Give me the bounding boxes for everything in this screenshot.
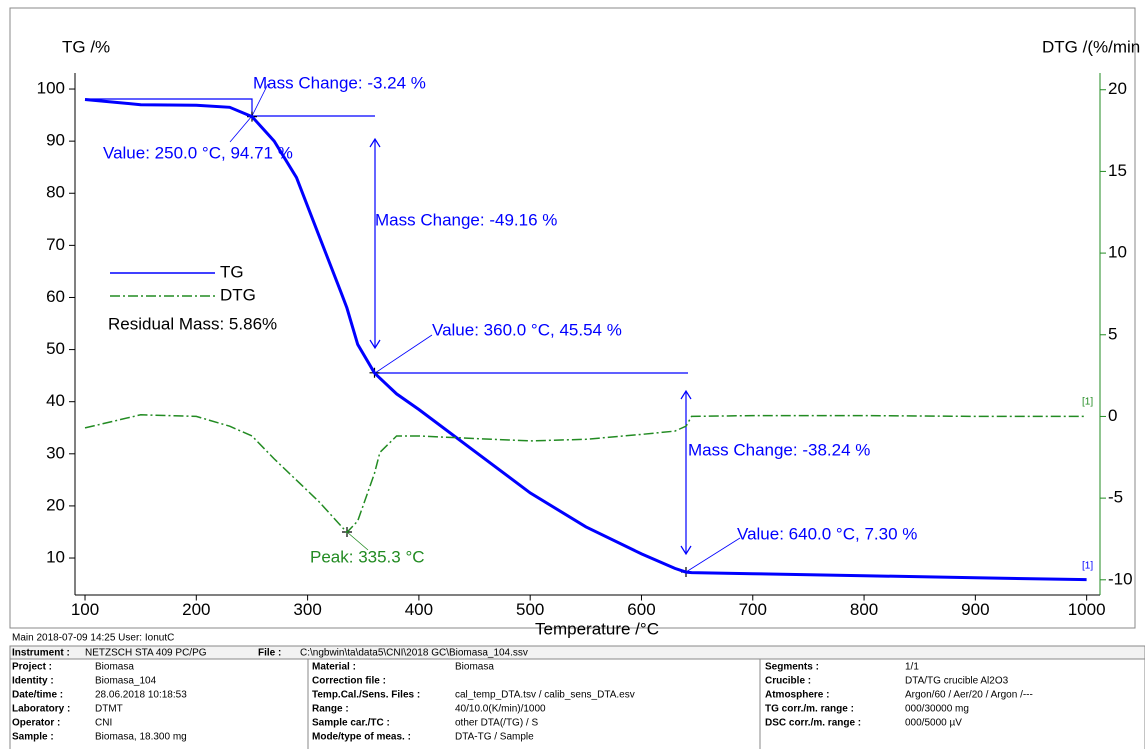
field-label: Temp.Cal./Sens. Files : [312,690,420,701]
series-line [84,98,1087,582]
footer-table [9,658,1145,749]
x-tick-label: 500 [516,600,544,619]
annotation: [1] [1082,397,1093,408]
field-label: TG corr./m. range : [765,704,854,715]
x-tick-label: 300 [293,600,321,619]
field-label: Sample car./TC : [312,718,390,729]
x-axis-label: Temperature /°C [535,619,659,638]
annotation: Value: 360.0 °C, 45.54 % [432,320,622,339]
legend-label: TG [220,262,244,281]
field-value: CNI [95,718,112,729]
x-tick-label: 800 [850,600,878,619]
y2-tick-label: 0 [1108,406,1117,425]
y2-tick-label: -10 [1108,569,1133,588]
y-tick-label: 100 [37,79,65,98]
y2-tick-label: 5 [1108,324,1117,343]
field-label: Segments : [765,662,819,673]
x-tick-label: 400 [405,600,433,619]
x-tick-label: 200 [182,600,210,619]
y-tick-label: 40 [46,391,65,410]
annotation: Value: 250.0 °C, 94.71 % [103,143,293,162]
field-value: 1/1 [905,662,919,673]
field-value: DTMT [95,704,123,715]
field-label: Atmosphere : [765,690,829,701]
annotation: Mass Change: -38.24 % [688,440,870,459]
field-label: Project : [12,662,52,673]
footer: Main 2018-07-09 14:25 User: IonutC Instr… [9,633,1145,749]
annotation: Mass Change: -49.16 % [375,210,557,229]
construction-lines [85,83,741,573]
field-value: cal_temp_DTA.tsv / calib_sens_DTA.esv [455,690,635,701]
field-value: Argon/60 / Aer/20 / Argon /--- [905,690,1033,701]
y2-tick-label: 10 [1108,243,1127,262]
field-label: Laboratory : [12,704,70,715]
field-value: 000/30000 mg [905,704,969,715]
field-label: Correction file : [312,676,386,687]
point-markers [247,111,691,577]
field-value: DTA/TG crucible Al2O3 [905,676,1009,687]
y-axis-label: TG /% [62,37,110,56]
x-tick-label: 100 [71,600,99,619]
field-label: Sample : [12,732,54,743]
field-value: 000/5000 µV [905,718,962,729]
field-value: DTA-TG / Sample [455,732,534,743]
y-tick-label: 80 [46,183,65,202]
y2-tick-label: 15 [1108,161,1127,180]
annotation: [1] [1082,561,1093,572]
x-tick-label: 700 [739,600,767,619]
instrument: NETZSCH STA 409 PC/PG [85,648,207,659]
y-tick-label: 10 [46,548,65,567]
field-label: DSC corr./m. range : [765,718,861,729]
field-value: Biomasa_104 [95,676,157,687]
file: C:\ngbwin\ta\data5\CNI\2018 GC\Biomasa_1… [300,648,528,659]
field-label: Crucible : [765,676,811,687]
y-tick-label: 90 [46,131,65,150]
x-tick-label: 900 [961,600,989,619]
field-label: Material : [312,662,356,673]
y2-axis-label: DTG /(%/min [1042,37,1140,56]
field-label: Mode/type of meas. : [312,732,411,743]
peak-leader [346,531,369,551]
x-tick-label: 600 [627,600,655,619]
y-tick-label: 50 [46,339,65,358]
field-value: Biomasa [455,662,494,673]
field-value: 40/10.0(K/min)/1000 [455,704,546,715]
instrument-label: Instrument : [12,648,70,659]
field-label: Operator : [12,718,60,729]
y-tick-label: 20 [46,495,65,514]
field-value: Biomasa [95,662,134,673]
field-label: Date/time : [12,690,63,701]
file-label: File : [258,648,281,659]
x-tick-label: 1000 [1068,600,1106,619]
legend-label: DTG [220,285,256,304]
y-tick-label: 30 [46,443,65,462]
field-value: 28.06.2018 10:18:53 [95,690,187,701]
series-line [84,414,1087,534]
chart-frame [9,7,1136,629]
footer-meta: Main 2018-07-09 14:25 User: IonutC [12,633,174,644]
annotation: Mass Change: -3.24 % [253,73,426,92]
y2-tick-label: -5 [1108,488,1123,507]
field-value: other DTA(/TG) / S [455,718,538,729]
y2-tick-label: 20 [1108,79,1127,98]
annotation: Peak: 335.3 °C [310,547,425,566]
y-tick-label: 60 [46,287,65,306]
y-tick-label: 70 [46,235,65,254]
field-label: Identity : [12,676,54,687]
annotation: Residual Mass: 5.86% [108,314,277,333]
field-value: Biomasa, 18.300 mg [95,732,187,743]
annotation: Value: 640.0 °C, 7.30 % [737,524,917,543]
field-label: Range : [312,704,349,715]
